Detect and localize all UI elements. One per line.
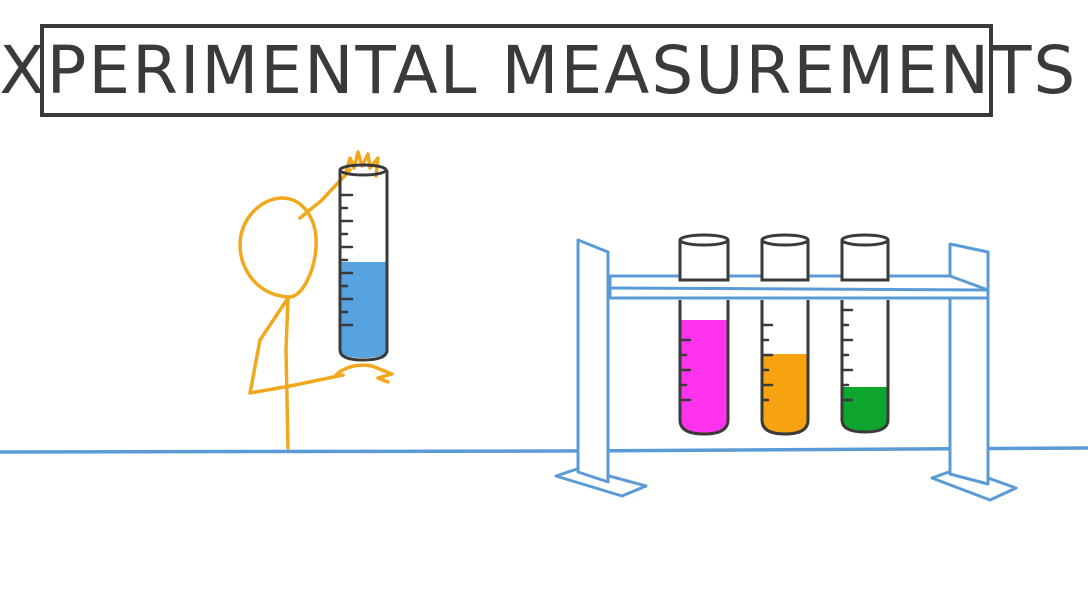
rack-right-post (948, 242, 990, 486)
held-cylinder-rim (338, 163, 388, 177)
held-cylinder (338, 163, 389, 362)
tube-orange-scale (760, 323, 774, 402)
floor-line (0, 446, 1088, 454)
tube-magenta-outline (678, 300, 730, 436)
rack-left-post (576, 238, 610, 484)
title-banner: EXPERIMENTAL MEASUREMENTS (0, 24, 1075, 117)
stick-figure (238, 150, 394, 450)
tube-green-scale (840, 308, 854, 402)
tube-magenta-scale (678, 338, 692, 402)
rack-tube-green (840, 233, 890, 434)
tube-green-outline (840, 300, 890, 434)
rack-shelf-edge (609, 286, 989, 292)
tube-orange-liquid (762, 354, 808, 420)
held-cylinder-liquid (340, 262, 387, 348)
tube-orange-top (760, 240, 810, 282)
tube-green-liquid (842, 387, 888, 420)
tube-green-top (840, 240, 890, 282)
figure-left-arm (248, 296, 345, 395)
figure-body (284, 296, 290, 450)
figure-bottom-hand (334, 363, 394, 384)
rack-tube-orange (760, 233, 810, 436)
tube-orange-outline (760, 300, 810, 436)
rack-tube-magenta (678, 233, 730, 436)
held-cylinder-liquid-bottom (340, 348, 387, 358)
rack-left-foot (554, 466, 648, 498)
tube-magenta-top (678, 240, 730, 282)
held-cylinder-scale (338, 193, 354, 327)
held-cylinder-outline (338, 170, 389, 362)
test-tube-rack (554, 238, 1018, 502)
figure-head (238, 196, 318, 299)
